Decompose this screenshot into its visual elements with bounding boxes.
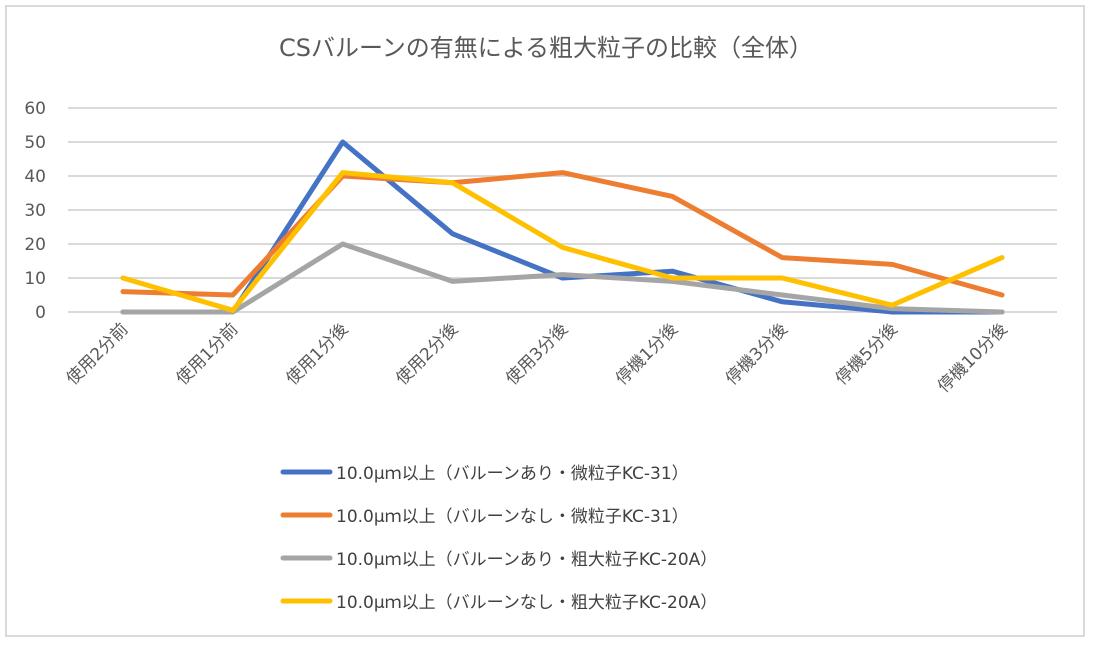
y-tick-label: 60	[24, 99, 46, 119]
legend-label: 10.0μｍ以上（バルーンなし・粗大粒子KC-20A）	[336, 593, 717, 613]
series-line-3	[120, 241, 1005, 315]
chart-title: CSバルーンの有無による粗大粒子の比較（全体）	[279, 34, 813, 62]
y-tick-label: 20	[24, 235, 46, 255]
y-tick-label: 30	[24, 201, 46, 221]
x-tick-label: 停機5分後	[832, 319, 902, 389]
legend-label: 10.0μｍ以上（バルーンあり・粗大粒子KC-20A）	[336, 550, 717, 570]
y-tick-label: 10	[24, 269, 46, 289]
y-tick-label: 50	[24, 133, 46, 153]
legend-label: 10.0μｍ以上（バルーンなし・微粒子KC-31）	[336, 507, 689, 527]
x-tick-label: 停機10分後	[934, 319, 1012, 397]
x-tick-label: 使用2分後	[392, 319, 463, 390]
x-tick-label: 使用3分後	[501, 319, 572, 390]
legend-label: 10.0μｍ以上（バルーンあり・微粒子KC-31）	[336, 464, 689, 484]
series-line-4	[120, 170, 1005, 313]
x-tick-label: 使用1分後	[282, 319, 353, 390]
y-tick-label: 40	[24, 167, 46, 187]
chart-frame	[5, 5, 1085, 637]
x-tick-label: 停機3分後	[722, 319, 792, 389]
series-line-2	[120, 170, 1005, 298]
y-tick-label: 0	[35, 303, 46, 323]
x-tick-label: 使用1分前	[172, 319, 243, 390]
x-tick-label: 使用2分前	[62, 319, 133, 390]
x-tick-label: 停機1分後	[612, 319, 682, 389]
